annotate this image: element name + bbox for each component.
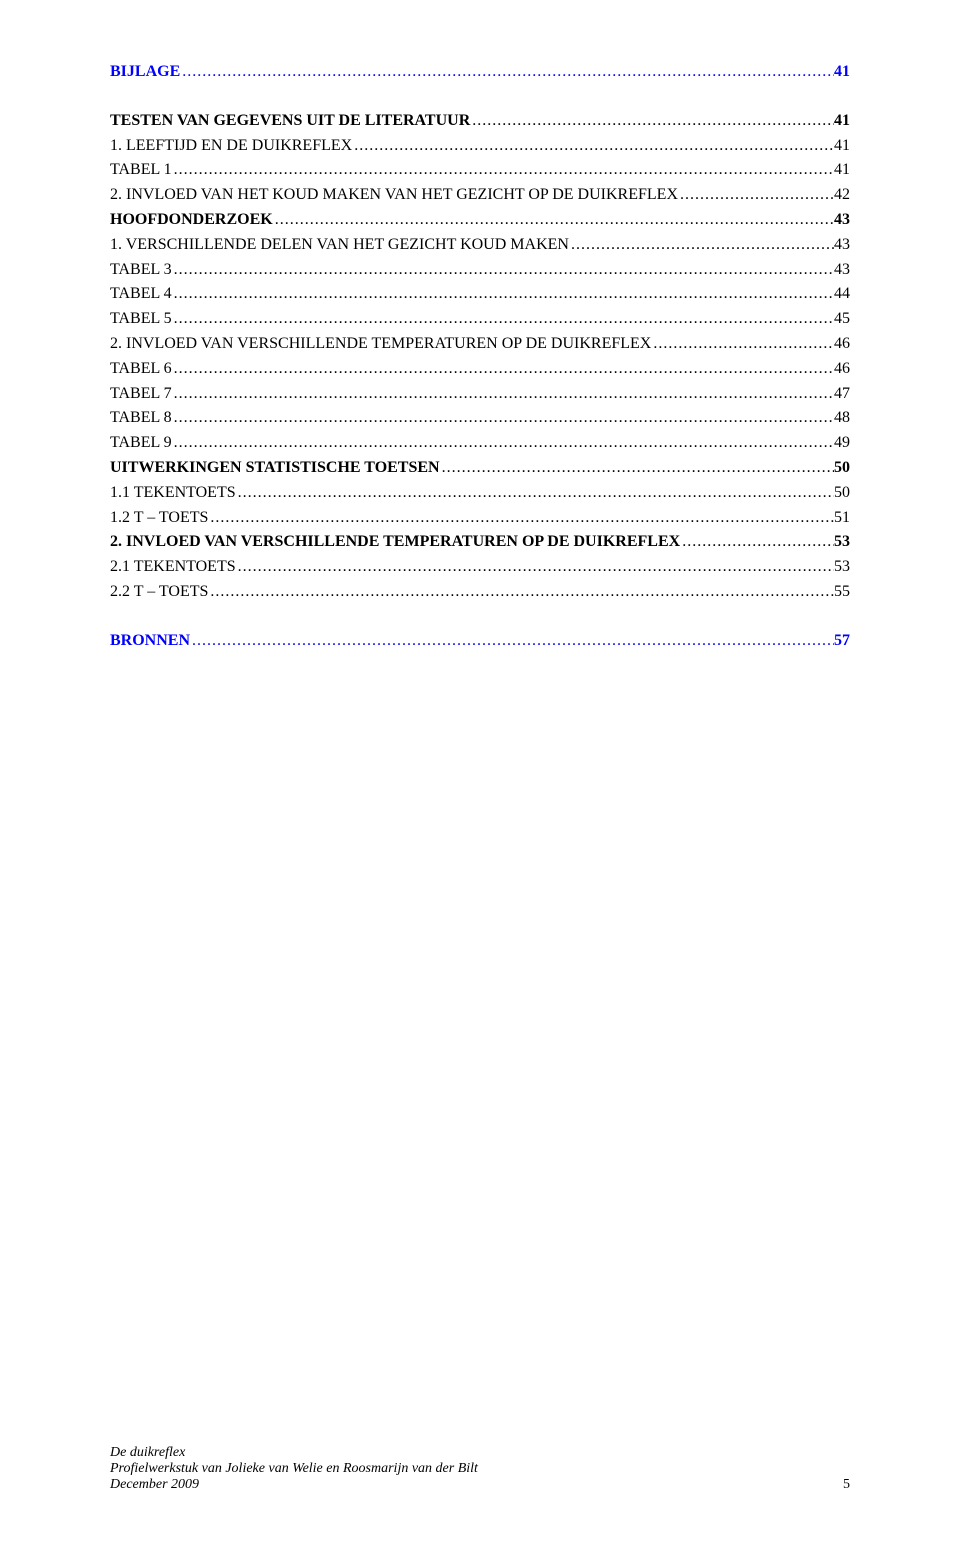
toc-entry-page: 44	[834, 282, 850, 307]
toc-entry: 1. VERSCHILLENDE DELEN VAN HET GEZICHT K…	[110, 233, 850, 258]
toc-entry-page: 53	[834, 555, 850, 580]
toc-entry-dots: ........................................…	[208, 506, 834, 531]
toc-entry-label: 2.2 T – TOETS	[110, 580, 208, 605]
toc-entry-label: TABEL 5	[110, 307, 172, 332]
toc-entry-label: UITWERKINGEN STATISTISCHE TOETSEN	[110, 456, 440, 481]
toc-entry: UITWERKINGEN STATISTISCHE TOETSEN.......…	[110, 456, 850, 481]
footer: De duikreflex Profielwerkstuk van Joliek…	[110, 1445, 850, 1493]
toc-entry-label: TABEL 3	[110, 258, 172, 283]
toc-entry: TABEL 6.................................…	[110, 357, 850, 382]
toc-entry-page: 50	[834, 481, 850, 506]
footer-title: De duikreflex	[110, 1445, 478, 1461]
toc-entry-dots: ........................................…	[470, 109, 834, 134]
toc-entry-dots: ........................................…	[273, 208, 834, 233]
toc-entry: TABEL 1.................................…	[110, 158, 850, 183]
toc-entry-label: TABEL 4	[110, 282, 172, 307]
footer-left: De duikreflex Profielwerkstuk van Joliek…	[110, 1445, 478, 1493]
toc-entry-label: 2. INVLOED VAN VERSCHILLENDE TEMPERATURE…	[110, 530, 680, 555]
footer-subtitle: Profielwerkstuk van Jolieke van Welie en…	[110, 1461, 478, 1477]
toc-entry-page: 49	[834, 431, 850, 456]
toc-entry-label: TABEL 8	[110, 406, 172, 431]
toc-entry-label: 1. VERSCHILLENDE DELEN VAN HET GEZICHT K…	[110, 233, 569, 258]
toc-entry-page: 41	[834, 134, 850, 159]
toc-entry-label: BRONNEN	[110, 629, 190, 654]
toc-entry-page: 45	[834, 307, 850, 332]
toc-entry-label: TESTEN VAN GEGEVENS UIT DE LITERATUUR	[110, 109, 470, 134]
toc-entry-label: TABEL 9	[110, 431, 172, 456]
toc-entry-page: 41	[834, 109, 850, 134]
toc-entry-dots: ........................................…	[172, 258, 834, 283]
toc-entry[interactable]: BRONNEN.................................…	[110, 629, 850, 654]
toc-entry-dots: ........................................…	[208, 580, 834, 605]
toc-entry-page: 43	[834, 233, 850, 258]
toc-entry-label: BIJLAGE	[110, 60, 180, 85]
footer-page-number: 5	[843, 1477, 850, 1493]
toc-entry-dots: ........................................…	[172, 431, 834, 456]
toc-entry-dots: ........................................…	[352, 134, 834, 159]
toc-entry: 2. INVLOED VAN VERSCHILLENDE TEMPERATURE…	[110, 332, 850, 357]
toc-entry-page: 50	[834, 456, 850, 481]
toc-entry-label: 2. INVLOED VAN VERSCHILLENDE TEMPERATURE…	[110, 332, 651, 357]
toc-entry-dots: ........................................…	[172, 382, 834, 407]
spacer	[110, 654, 850, 1445]
toc-entry-label: 1. LEEFTIJD EN DE DUIKREFLEX	[110, 134, 352, 159]
toc-entry-dots: ........................................…	[172, 357, 834, 382]
toc-entry: HOOFDONDERZOEK..........................…	[110, 208, 850, 233]
toc-entry-dots: ........................................…	[172, 406, 834, 431]
toc-entry: 2. INVLOED VAN VERSCHILLENDE TEMPERATURE…	[110, 530, 850, 555]
toc-entry-label: TABEL 7	[110, 382, 172, 407]
toc-entry-dots: ........................................…	[172, 307, 834, 332]
toc-entry-page: 42	[834, 183, 850, 208]
table-of-contents: BIJLAGE.................................…	[110, 60, 850, 654]
footer-date: December 2009	[110, 1477, 478, 1493]
toc-entry-dots: ........................................…	[236, 555, 834, 580]
toc-entry-label: 1.2 T – TOETS	[110, 506, 208, 531]
toc-entry-label: 2. INVLOED VAN HET KOUD MAKEN VAN HET GE…	[110, 183, 678, 208]
toc-entry: TABEL 7.................................…	[110, 382, 850, 407]
toc-entry-label: HOOFDONDERZOEK	[110, 208, 273, 233]
toc-entry: TABEL 3.................................…	[110, 258, 850, 283]
toc-entry: 2. INVLOED VAN HET KOUD MAKEN VAN HET GE…	[110, 183, 850, 208]
toc-entry: 1. LEEFTIJD EN DE DUIKREFLEX............…	[110, 134, 850, 159]
toc-entry-page: 46	[834, 357, 850, 382]
toc-entry-dots: ........................................…	[651, 332, 834, 357]
toc-entry-dots: ........................................…	[180, 60, 834, 85]
toc-entry-page: 46	[834, 332, 850, 357]
toc-gap	[110, 85, 850, 109]
toc-entry-label: TABEL 1	[110, 158, 172, 183]
toc-entry-label: 2.1 TEKENTOETS	[110, 555, 236, 580]
toc-entry-dots: ........................................…	[678, 183, 834, 208]
page: BIJLAGE.................................…	[0, 0, 960, 1543]
toc-entry-page: 48	[834, 406, 850, 431]
toc-entry-label: TABEL 6	[110, 357, 172, 382]
toc-entry[interactable]: BIJLAGE.................................…	[110, 60, 850, 85]
toc-entry-dots: ........................................…	[440, 456, 834, 481]
toc-entry: TABEL 4.................................…	[110, 282, 850, 307]
toc-entry: 1.2 T – TOETS...........................…	[110, 506, 850, 531]
toc-entry-label: 1.1 TEKENTOETS	[110, 481, 236, 506]
toc-entry: 1.1 TEKENTOETS..........................…	[110, 481, 850, 506]
toc-entry-dots: ........................................…	[236, 481, 834, 506]
toc-entry-page: 51	[834, 506, 850, 531]
toc-entry-dots: ........................................…	[680, 530, 834, 555]
toc-entry-dots: ........................................…	[172, 282, 834, 307]
toc-entry-dots: ........................................…	[172, 158, 834, 183]
toc-entry: 2.1 TEKENTOETS..........................…	[110, 555, 850, 580]
toc-entry-page: 43	[834, 208, 850, 233]
toc-entry-dots: ........................................…	[190, 629, 834, 654]
toc-entry-page: 41	[834, 158, 850, 183]
toc-entry-page: 47	[834, 382, 850, 407]
toc-entry-page: 41	[834, 60, 850, 85]
toc-entry: TESTEN VAN GEGEVENS UIT DE LITERATUUR...…	[110, 109, 850, 134]
toc-entry-page: 55	[834, 580, 850, 605]
toc-entry: 2.2 T – TOETS...........................…	[110, 580, 850, 605]
toc-entry-page: 57	[834, 629, 850, 654]
toc-entry-page: 43	[834, 258, 850, 283]
toc-entry-page: 53	[834, 530, 850, 555]
toc-entry: TABEL 8.................................…	[110, 406, 850, 431]
toc-entry: TABEL 9.................................…	[110, 431, 850, 456]
toc-entry: TABEL 5.................................…	[110, 307, 850, 332]
toc-entry-dots: ........................................…	[569, 233, 834, 258]
toc-gap	[110, 605, 850, 629]
